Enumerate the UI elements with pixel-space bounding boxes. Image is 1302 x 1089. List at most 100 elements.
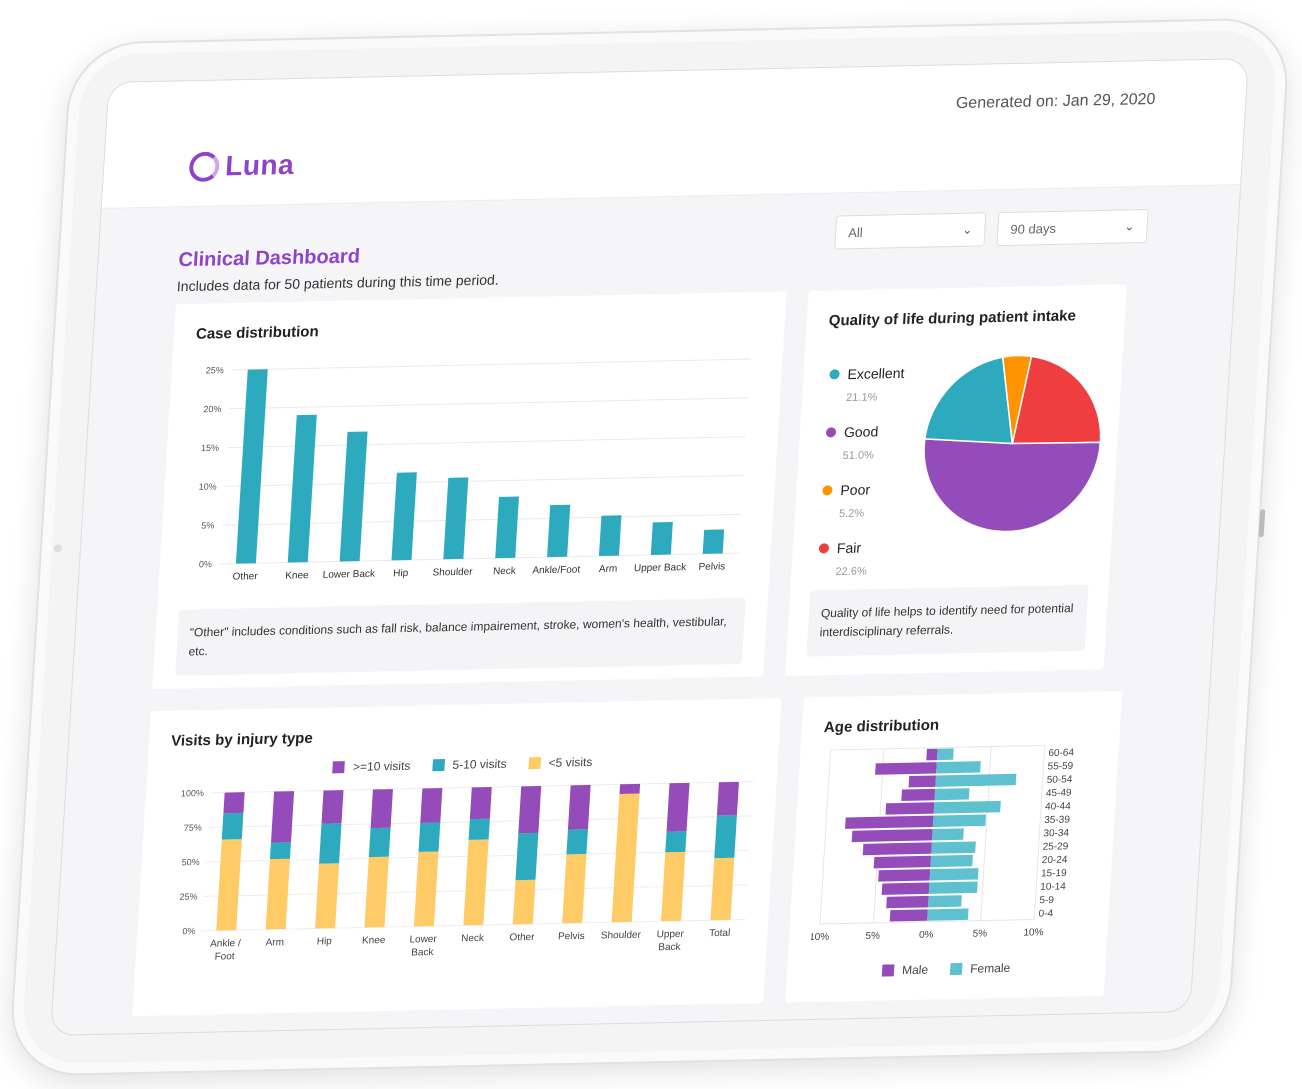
legend-label: Excellent — [847, 364, 905, 383]
y-tick-label: 25% — [206, 365, 225, 375]
y-tick-label: 15% — [201, 443, 220, 453]
y-tick-label: 20-24 — [1041, 855, 1068, 867]
legend-item: Male — [881, 963, 929, 978]
bar-male-0-4 — [889, 909, 928, 922]
x-tick-label: Pelvis — [698, 561, 725, 573]
stacked-segment — [321, 790, 344, 824]
x-tick-label: Neck — [461, 933, 485, 944]
y-tick-label: 10% — [198, 482, 217, 492]
gridline — [980, 746, 992, 921]
luna-logo[interactable]: Luna — [188, 149, 295, 183]
legend-item: 5-10 visits — [432, 757, 507, 773]
bar-female-45-49 — [934, 788, 970, 801]
stacked-segment — [269, 842, 291, 860]
stacked-segment — [714, 814, 737, 859]
legend-item: Female — [949, 961, 1011, 976]
bar-arm — [598, 515, 622, 557]
bar-hip — [391, 472, 417, 561]
x-tick-label: Arm — [265, 937, 284, 948]
x-tick-label: Knee — [285, 570, 309, 581]
chevron-down-icon: ⌄ — [1124, 219, 1136, 234]
stacked-segment — [368, 827, 391, 858]
logo-text: Luna — [224, 148, 296, 182]
x-tick-label: Back — [411, 947, 435, 958]
stacked-segment — [463, 839, 489, 926]
legend-label: 5-10 visits — [452, 756, 508, 772]
bar-female-10-14 — [928, 881, 978, 894]
quality-of-life-note: Quality of life helps to identify need f… — [806, 584, 1089, 657]
stacked-segment — [611, 793, 640, 923]
x-tick-label: Total — [709, 928, 731, 939]
bar-female-0-4 — [927, 908, 969, 921]
x-tick-label: 5% — [865, 931, 880, 942]
bar-female-55-59 — [936, 761, 981, 774]
legend-dot — [829, 369, 840, 380]
chevron-down-icon: ⌄ — [961, 222, 973, 237]
x-tick-label: Upper Back — [634, 562, 688, 574]
stacked-segment — [413, 851, 439, 927]
camera-dot — [53, 544, 63, 553]
bar-male-5-9 — [886, 895, 929, 909]
x-tick-label: 5% — [972, 928, 987, 939]
bar-male-50-54 — [908, 775, 937, 788]
case-distribution-chart: 0% 5% 10% 15% 20% 25% Other Knee Lower Back Hip Sh… — [198, 358, 751, 583]
bar-neck — [495, 496, 519, 559]
bar-female-30-34 — [932, 828, 964, 841]
pie-slice-good — [923, 438, 1102, 533]
x-tick-label: Foot — [214, 951, 235, 962]
stacked-segment — [619, 783, 641, 794]
bar-shoulder — [443, 477, 469, 560]
legend-label: >=10 visits — [352, 758, 411, 774]
bar-knee — [287, 414, 317, 563]
x-tick-label: Back — [658, 942, 682, 953]
legend-label: Good — [843, 423, 879, 441]
x-tick-label: Lower — [409, 934, 438, 946]
stacked-segment — [370, 789, 393, 829]
y-tick-label: 75% — [184, 823, 203, 833]
bar-female-20-24 — [930, 854, 973, 868]
page-title: Clinical Dashboard — [177, 245, 361, 272]
bar-male-55-59 — [875, 762, 937, 775]
bar-female-40-44 — [933, 800, 1001, 814]
stacked-segment — [420, 788, 443, 823]
legend-dot — [825, 427, 837, 438]
bar-female-5-9 — [927, 895, 962, 908]
visits-by-injury-chart: 0% 25% 50% 75% 100% Ankle /Foot Arm Hip Knee Lowe… — [179, 781, 754, 963]
y-tick-label: 40-44 — [1045, 801, 1072, 813]
tablet-frame: Generated on: Jan 29, 2020 Luna Clinical… — [7, 17, 1292, 1077]
x-tick-label: Ankle / — [210, 938, 241, 950]
stacked-segment — [315, 863, 340, 929]
case-distribution-note: "Other" includes conditions such as fall… — [175, 597, 746, 677]
plot-frame — [819, 744, 1046, 925]
filter-period-select[interactable]: 90 days ⌄ — [996, 208, 1149, 247]
x-tick-label: Other — [509, 932, 535, 944]
stacked-segment — [270, 791, 295, 843]
x-tick-label: Ankle/Foot — [532, 564, 581, 576]
x-tick-label: Lower Back — [322, 569, 376, 581]
stacked-segment — [518, 785, 542, 834]
y-tick-label: 10-14 — [1040, 881, 1067, 893]
gridline — [229, 397, 749, 410]
legend-item-fair: Fair 22.6% — [817, 539, 894, 579]
visits-legend: >=10 visits 5-10 visits <5 visits — [169, 751, 757, 777]
bar-male-45-49 — [901, 788, 936, 801]
y-tick-label: 0% — [199, 559, 213, 569]
stacked-segment — [567, 784, 591, 830]
bar-male-20-24 — [873, 855, 932, 869]
filter-category-select[interactable]: All ⌄ — [834, 212, 987, 250]
bar-ankle-foot — [547, 504, 571, 558]
visits-by-injury-title: Visits by injury type — [170, 729, 314, 750]
legend-dot — [822, 485, 833, 496]
stacked-segment — [319, 823, 342, 864]
y-tick-label: 100% — [181, 788, 205, 798]
y-tick-label: 5-9 — [1039, 895, 1055, 906]
stacked-segment — [661, 851, 686, 922]
age-distribution-title: Age distribution — [823, 716, 940, 737]
pie-slice-fair — [1011, 355, 1102, 445]
x-tick-label: Upper — [656, 929, 685, 941]
y-tick-label: 45-49 — [1046, 788, 1073, 800]
bar-female-50-54 — [935, 773, 1017, 787]
y-tick-label: 55-59 — [1047, 761, 1074, 773]
stacked-segment — [515, 832, 539, 881]
